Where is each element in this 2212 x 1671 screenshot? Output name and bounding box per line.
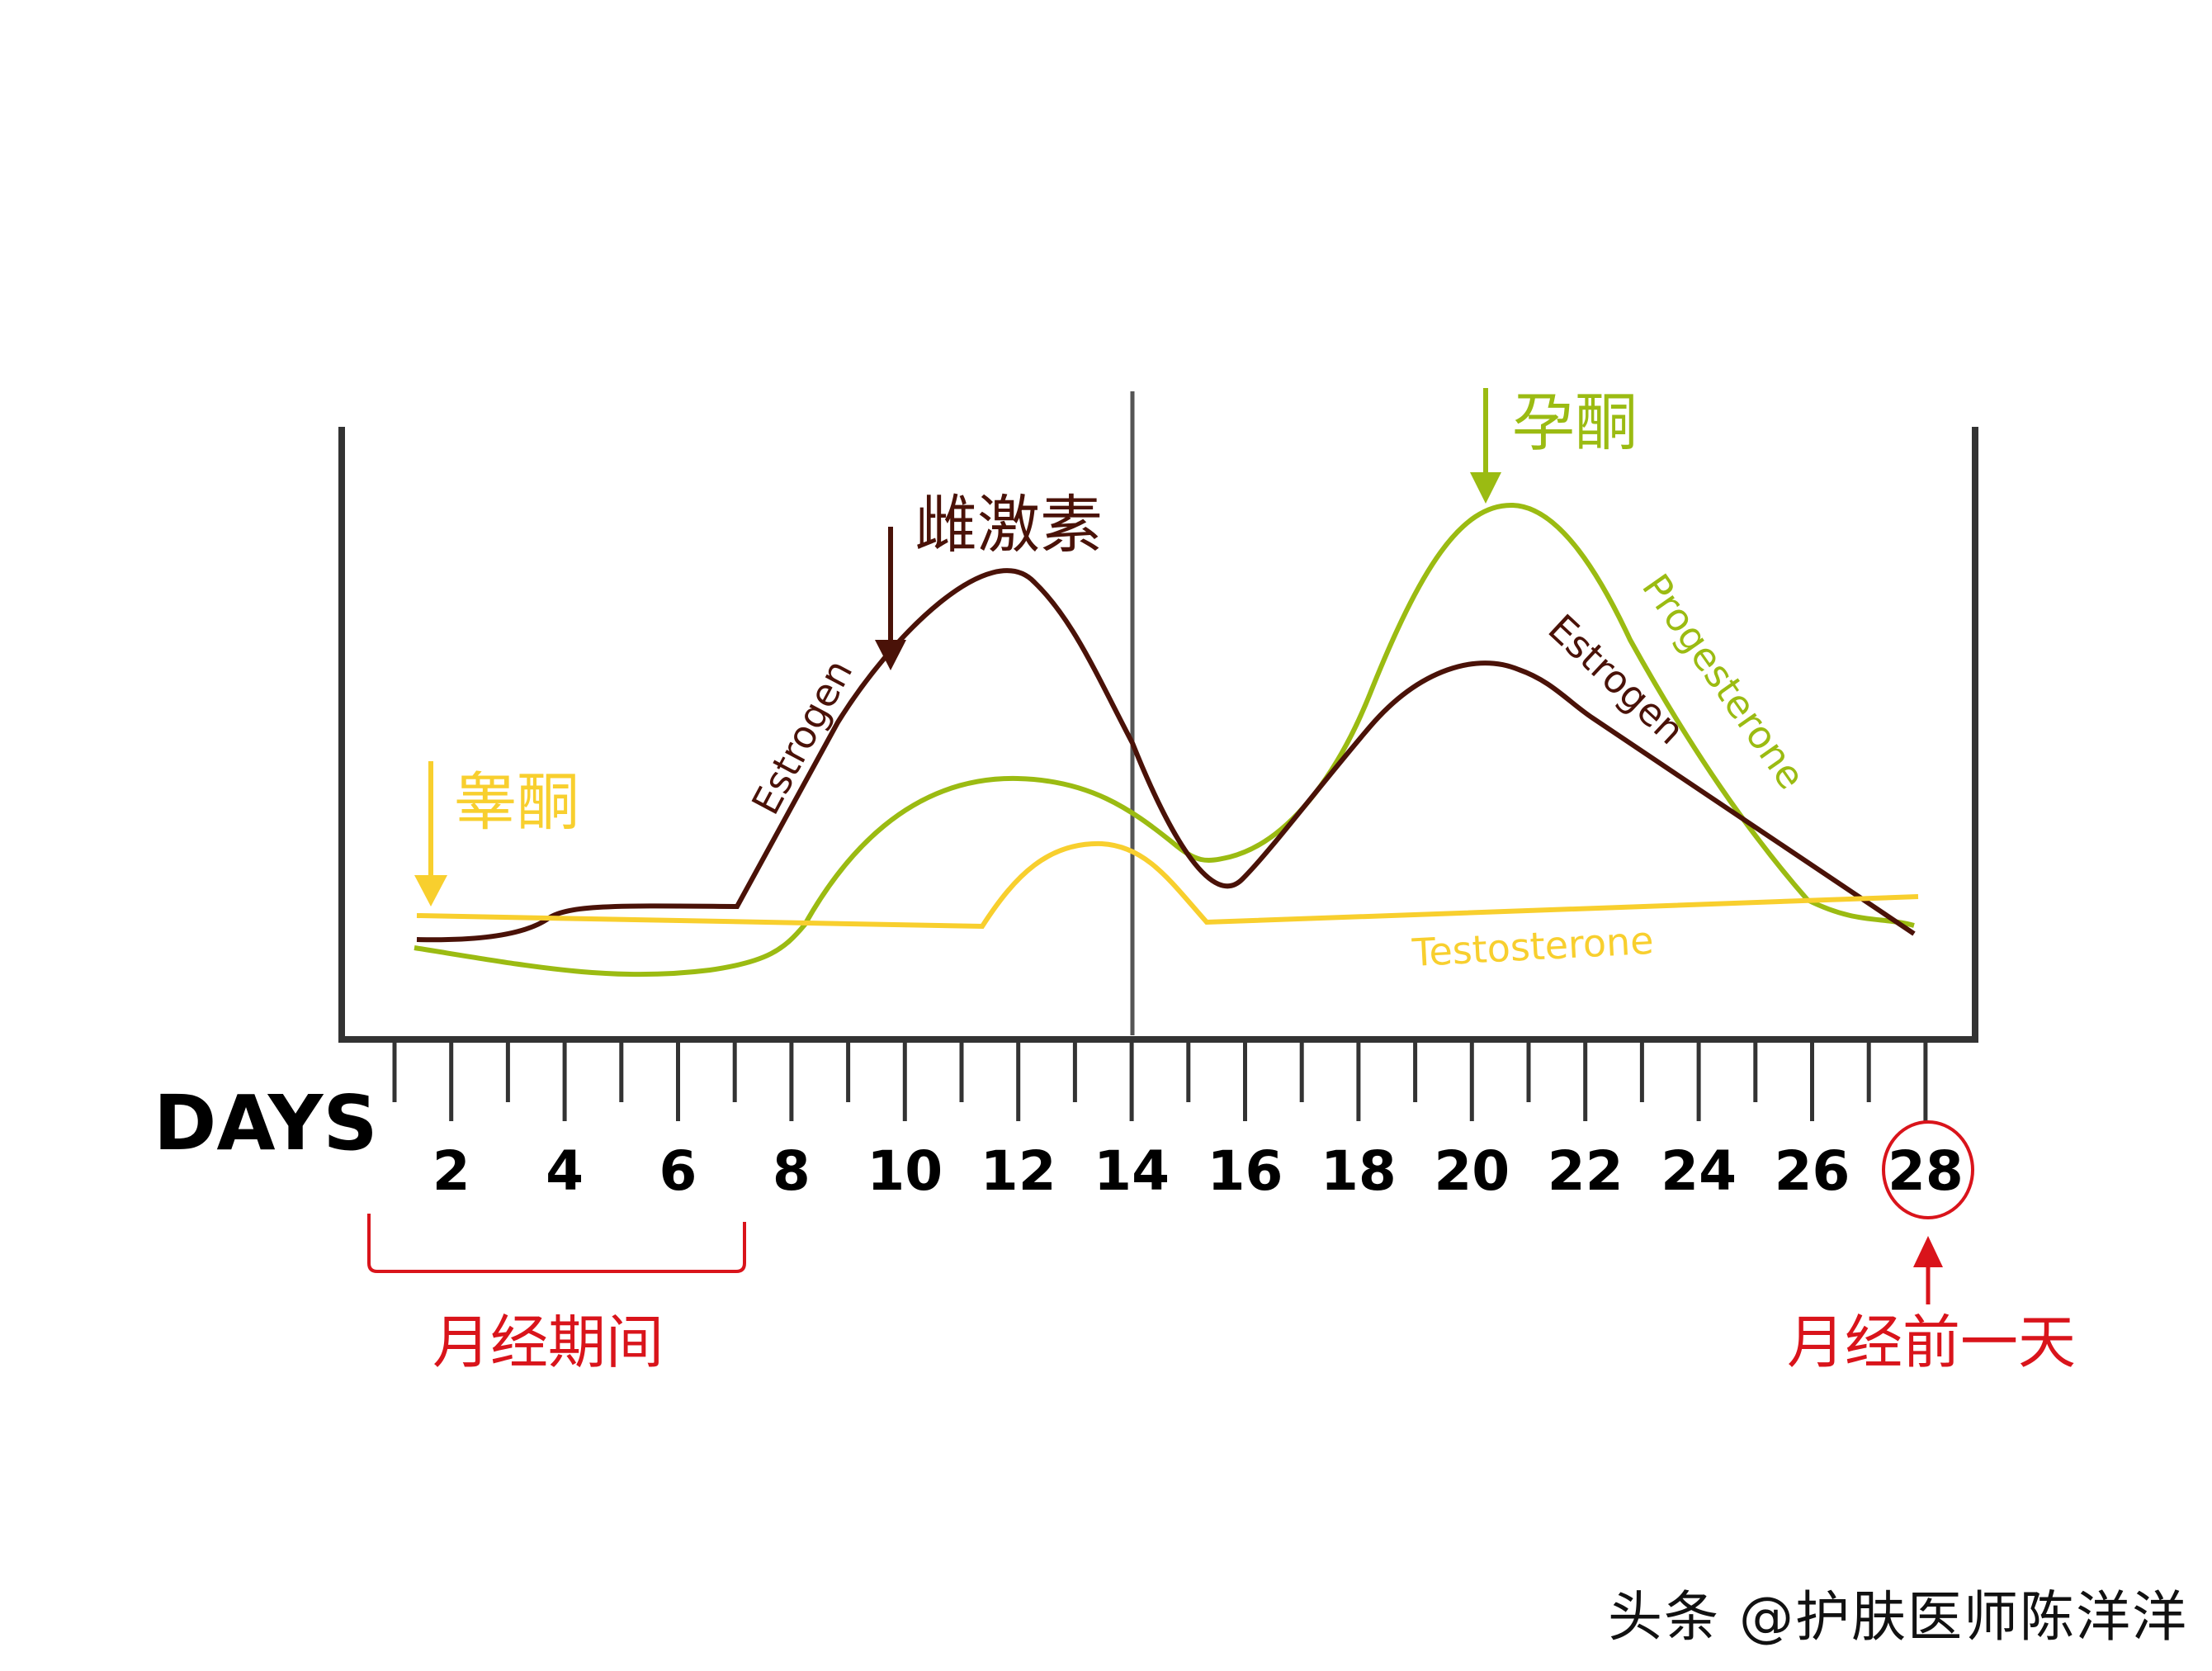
estrogen-en-label-1: Estrogen xyxy=(743,652,861,821)
tick-label-4: 4 xyxy=(546,1139,584,1203)
testosterone-en-label: Testosterone xyxy=(1411,918,1655,975)
estrogen-curve xyxy=(416,568,1916,943)
day-28-arrow-icon xyxy=(1913,1236,1943,1304)
tick-label-6: 6 xyxy=(659,1139,697,1203)
day-28-highlight-circle xyxy=(1882,1120,1974,1219)
testosterone-cn-label: 睾酮 xyxy=(454,765,579,839)
tick-label-8: 8 xyxy=(773,1139,811,1203)
progesterone-arrow-icon xyxy=(1470,388,1501,504)
x-axis-ticks xyxy=(392,1042,1928,1121)
tick-label-24: 24 xyxy=(1661,1139,1737,1203)
tick-label-18: 18 xyxy=(1321,1139,1397,1203)
tick-label-14: 14 xyxy=(1094,1139,1170,1203)
x-axis-title: DAYS xyxy=(154,1079,378,1167)
tick-label-22: 22 xyxy=(1548,1139,1624,1203)
watermark: 头条 @护肤医师陈洋洋 xyxy=(1608,1585,2188,1649)
tick-label-12: 12 xyxy=(981,1139,1056,1203)
progesterone-curve xyxy=(414,502,1915,978)
progesterone-cn-label: 孕酮 xyxy=(1512,386,1638,459)
tick-label-16: 16 xyxy=(1208,1139,1283,1203)
testosterone-arrow-icon xyxy=(414,761,447,907)
menstruation-bracket xyxy=(367,1214,746,1273)
x-axis-tick-labels: 2 4 6 8 10 12 14 16 18 20 22 24 26 28 xyxy=(432,1139,1964,1203)
menstruation-period-label: 月经期间 xyxy=(432,1309,664,1376)
estrogen-arrow-icon xyxy=(875,527,906,670)
tick-label-10: 10 xyxy=(867,1139,943,1203)
tick-label-2: 2 xyxy=(432,1139,470,1203)
day-before-menstruation-label: 月经前一天 xyxy=(1787,1309,2076,1376)
tick-label-28: 28 xyxy=(1888,1139,1964,1203)
testosterone-curve xyxy=(416,840,1919,930)
chart-frame xyxy=(338,427,1978,1043)
tick-label-26: 26 xyxy=(1775,1139,1850,1203)
estrogen-cn-label: 雌激素 xyxy=(915,488,1103,561)
tick-label-20: 20 xyxy=(1434,1139,1510,1203)
